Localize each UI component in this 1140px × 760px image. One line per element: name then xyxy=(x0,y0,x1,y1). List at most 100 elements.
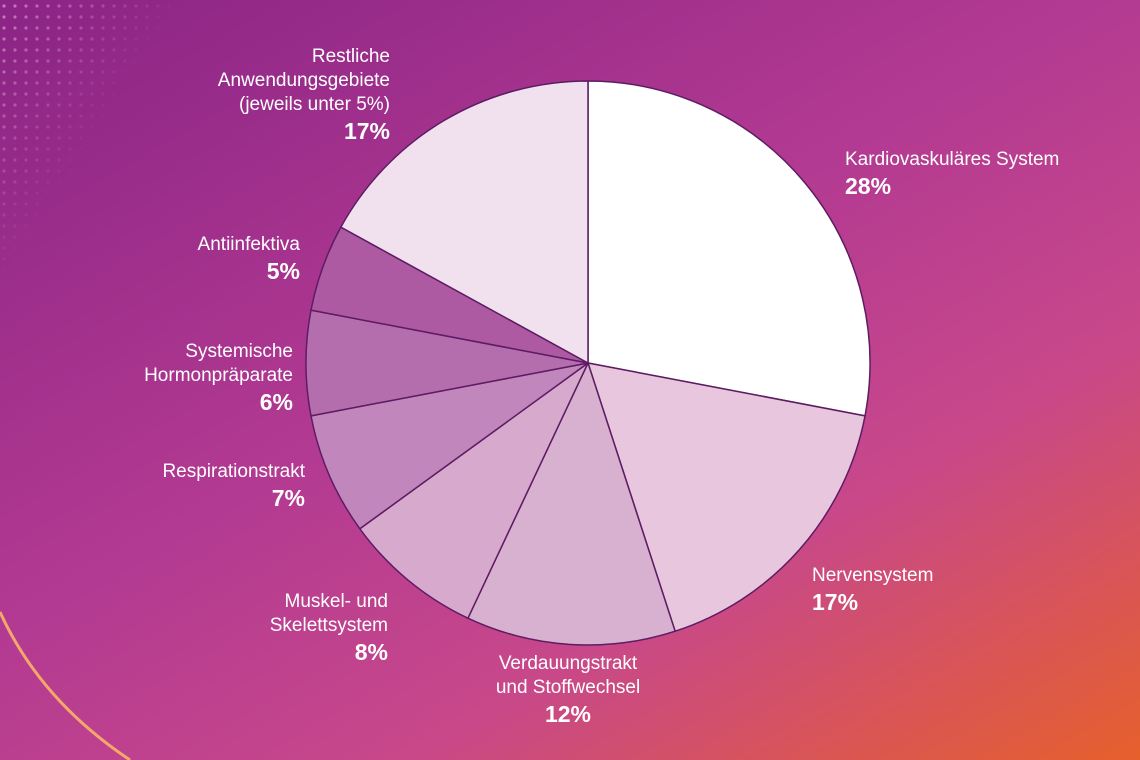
decor-dot xyxy=(24,15,28,19)
decor-dot xyxy=(24,158,28,162)
decor-dot xyxy=(2,114,6,118)
decor-dot xyxy=(46,103,50,107)
decor-dot xyxy=(24,224,28,228)
slice-label-restliche: Restliche Anwendungsgebiete (jeweils unt… xyxy=(170,45,390,143)
decor-dot xyxy=(2,147,6,151)
pie-slice-1 xyxy=(587,80,871,417)
decor-dot xyxy=(2,169,6,173)
decor-dot xyxy=(35,92,39,96)
decor-dot xyxy=(35,191,39,195)
decor-dot xyxy=(79,114,83,118)
decor-dot xyxy=(24,136,28,140)
decor-dot xyxy=(90,114,94,118)
slice-label-muskel-skelett: Muskel- und Skelettsystem 8% xyxy=(188,590,388,664)
decor-dot xyxy=(79,81,83,85)
decor-dot xyxy=(156,15,160,19)
decor-dot xyxy=(13,213,17,217)
decor-dot xyxy=(79,147,83,151)
decor-dot xyxy=(35,81,39,85)
slice-percentage: 6% xyxy=(259,389,293,415)
decor-dot xyxy=(145,4,149,8)
decor-dot xyxy=(35,114,39,118)
decor-dot xyxy=(35,147,39,151)
decor-dot xyxy=(13,125,17,129)
decor-dot xyxy=(2,37,6,41)
decor-dot xyxy=(24,59,28,63)
decor-dot xyxy=(57,92,61,96)
dot-pattern xyxy=(2,4,171,272)
decor-dot xyxy=(2,136,6,140)
decor-dot xyxy=(134,59,138,63)
decor-dot xyxy=(35,15,39,19)
slice-percentage: 17% xyxy=(812,589,859,615)
decor-dot xyxy=(79,125,83,129)
decor-dot xyxy=(46,158,50,162)
decor-dot xyxy=(46,180,50,184)
slice-name: Systemische Hormonpräparate xyxy=(144,341,293,386)
pie-slices xyxy=(305,80,871,646)
decor-dot xyxy=(24,191,28,195)
decor-dot xyxy=(24,70,28,74)
decor-dot xyxy=(13,202,17,206)
decor-dot xyxy=(57,114,61,118)
decor-dot xyxy=(35,26,39,30)
decor-dot xyxy=(46,59,50,63)
decor-dot xyxy=(13,48,17,52)
decor-dot xyxy=(57,59,61,63)
decor-dot xyxy=(101,15,105,19)
decor-dot xyxy=(68,48,72,52)
decor-dot xyxy=(57,37,61,41)
decor-dot xyxy=(35,125,39,129)
decor-dot xyxy=(90,26,94,30)
slice-label-respirationstrakt: Respirationstrakt 7% xyxy=(105,460,305,510)
decor-dot xyxy=(90,125,94,129)
decor-dot xyxy=(2,158,6,162)
decor-dot xyxy=(145,15,149,19)
slice-percentage: 8% xyxy=(354,639,388,665)
decor-dot xyxy=(90,103,94,107)
decor-dot xyxy=(13,59,17,63)
decor-dot xyxy=(112,37,116,41)
decor-dot xyxy=(13,246,17,250)
decor-dot xyxy=(57,158,61,162)
decor-dot xyxy=(2,92,6,96)
decor-dot xyxy=(2,235,6,239)
decor-dot xyxy=(123,26,127,30)
decor-dot xyxy=(101,37,105,41)
slice-name: Respirationstrakt xyxy=(162,461,305,482)
decor-dot xyxy=(123,59,127,63)
decor-dot xyxy=(24,103,28,107)
slice-label-kardiovaskulaer: Kardiovaskuläres System 28% xyxy=(845,148,1059,198)
decor-dot xyxy=(123,15,127,19)
slice-name: Antiinfektiva xyxy=(197,234,300,255)
decor-dot xyxy=(2,81,6,85)
decor-dot xyxy=(112,70,116,74)
decor-dot xyxy=(24,114,28,118)
decor-dot xyxy=(134,48,138,52)
decor-dot xyxy=(57,136,61,140)
slice-label-hormonpraeparate: Systemische Hormonpräparate 6% xyxy=(93,340,293,414)
decor-dot xyxy=(79,70,83,74)
decor-dot xyxy=(13,15,17,19)
decor-dot xyxy=(24,125,28,129)
pie-slice-8 xyxy=(340,80,589,364)
slice-percentage: 7% xyxy=(271,485,305,511)
slice-name: Kardiovaskuläres System xyxy=(845,149,1060,170)
decor-dot xyxy=(123,48,127,52)
decor-dot xyxy=(13,191,17,195)
decor-dot xyxy=(101,114,105,118)
decor-dot xyxy=(57,125,61,129)
decor-dot xyxy=(13,158,17,162)
decor-dot xyxy=(68,114,72,118)
decor-dot xyxy=(79,15,83,19)
decor-dot xyxy=(2,257,6,261)
decor-dot xyxy=(13,103,17,107)
decor-dot xyxy=(101,103,105,107)
decor-dot xyxy=(79,59,83,63)
decor-dot xyxy=(2,191,6,195)
decor-dot xyxy=(2,26,6,30)
decor-dot xyxy=(13,235,17,239)
decor-dot xyxy=(57,169,61,173)
slice-name: Restliche Anwendungsgebiete (jeweils unt… xyxy=(217,46,390,115)
